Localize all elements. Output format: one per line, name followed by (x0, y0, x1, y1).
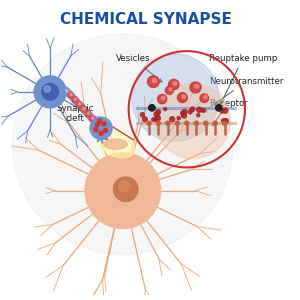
Circle shape (170, 117, 175, 122)
Circle shape (79, 103, 81, 105)
Circle shape (182, 113, 187, 118)
Circle shape (99, 131, 103, 136)
Circle shape (216, 105, 222, 111)
Circle shape (89, 116, 95, 122)
Circle shape (156, 110, 160, 114)
Circle shape (140, 112, 144, 117)
Circle shape (175, 121, 179, 125)
Circle shape (76, 102, 82, 107)
Circle shape (83, 107, 85, 110)
Circle shape (166, 121, 170, 125)
Circle shape (85, 153, 160, 229)
Circle shape (103, 128, 107, 133)
Circle shape (152, 78, 157, 83)
Ellipse shape (97, 128, 134, 158)
Circle shape (182, 94, 185, 98)
Circle shape (165, 86, 173, 94)
Circle shape (177, 117, 180, 120)
Circle shape (223, 121, 227, 125)
Text: CHEMICAL SYNAPSE: CHEMICAL SYNAPSE (60, 12, 232, 27)
Circle shape (148, 76, 159, 88)
Text: Synaptic
cleft: Synaptic cleft (56, 104, 104, 135)
Circle shape (185, 121, 189, 125)
Circle shape (90, 117, 112, 139)
Circle shape (158, 94, 167, 104)
Circle shape (201, 108, 205, 112)
Circle shape (197, 114, 200, 117)
Circle shape (152, 118, 155, 121)
Circle shape (220, 109, 224, 113)
Circle shape (194, 121, 198, 125)
Circle shape (149, 105, 155, 111)
Ellipse shape (104, 139, 127, 149)
Circle shape (169, 79, 179, 90)
Circle shape (34, 76, 66, 108)
Circle shape (132, 54, 219, 141)
Circle shape (156, 121, 161, 125)
Circle shape (181, 111, 185, 115)
Circle shape (42, 83, 58, 100)
Circle shape (224, 119, 228, 123)
Circle shape (213, 121, 217, 125)
Text: Vesicles: Vesicles (116, 54, 162, 82)
Circle shape (44, 86, 50, 92)
Circle shape (96, 122, 98, 124)
Circle shape (204, 95, 207, 99)
Circle shape (204, 121, 208, 125)
Circle shape (197, 107, 202, 112)
Circle shape (190, 107, 195, 112)
Circle shape (92, 117, 94, 119)
Circle shape (178, 93, 188, 103)
Circle shape (94, 121, 100, 126)
Circle shape (200, 94, 208, 103)
Circle shape (85, 111, 91, 117)
Text: Neurotransmitter: Neurotransmitter (203, 77, 283, 112)
Circle shape (98, 119, 102, 123)
Circle shape (173, 81, 177, 86)
Circle shape (113, 177, 138, 202)
Circle shape (164, 108, 167, 110)
Circle shape (81, 106, 86, 112)
Circle shape (12, 34, 233, 255)
Circle shape (142, 117, 147, 122)
Circle shape (70, 93, 72, 96)
Circle shape (68, 92, 73, 98)
Circle shape (102, 122, 106, 126)
Circle shape (74, 98, 76, 100)
Circle shape (119, 181, 130, 192)
Circle shape (190, 82, 201, 93)
Circle shape (147, 121, 151, 125)
Circle shape (161, 96, 165, 100)
Circle shape (155, 83, 230, 159)
Text: Receptor: Receptor (208, 99, 247, 126)
Circle shape (195, 84, 199, 88)
Circle shape (154, 112, 159, 117)
Circle shape (154, 118, 158, 122)
Circle shape (155, 116, 160, 121)
Circle shape (182, 110, 187, 114)
Circle shape (223, 108, 228, 113)
Circle shape (94, 128, 98, 132)
Circle shape (72, 97, 78, 103)
Circle shape (169, 88, 172, 91)
Circle shape (188, 110, 192, 114)
Circle shape (95, 123, 100, 127)
Text: Reuptake pump: Reuptake pump (208, 54, 277, 104)
Circle shape (87, 112, 90, 115)
Circle shape (222, 119, 226, 123)
